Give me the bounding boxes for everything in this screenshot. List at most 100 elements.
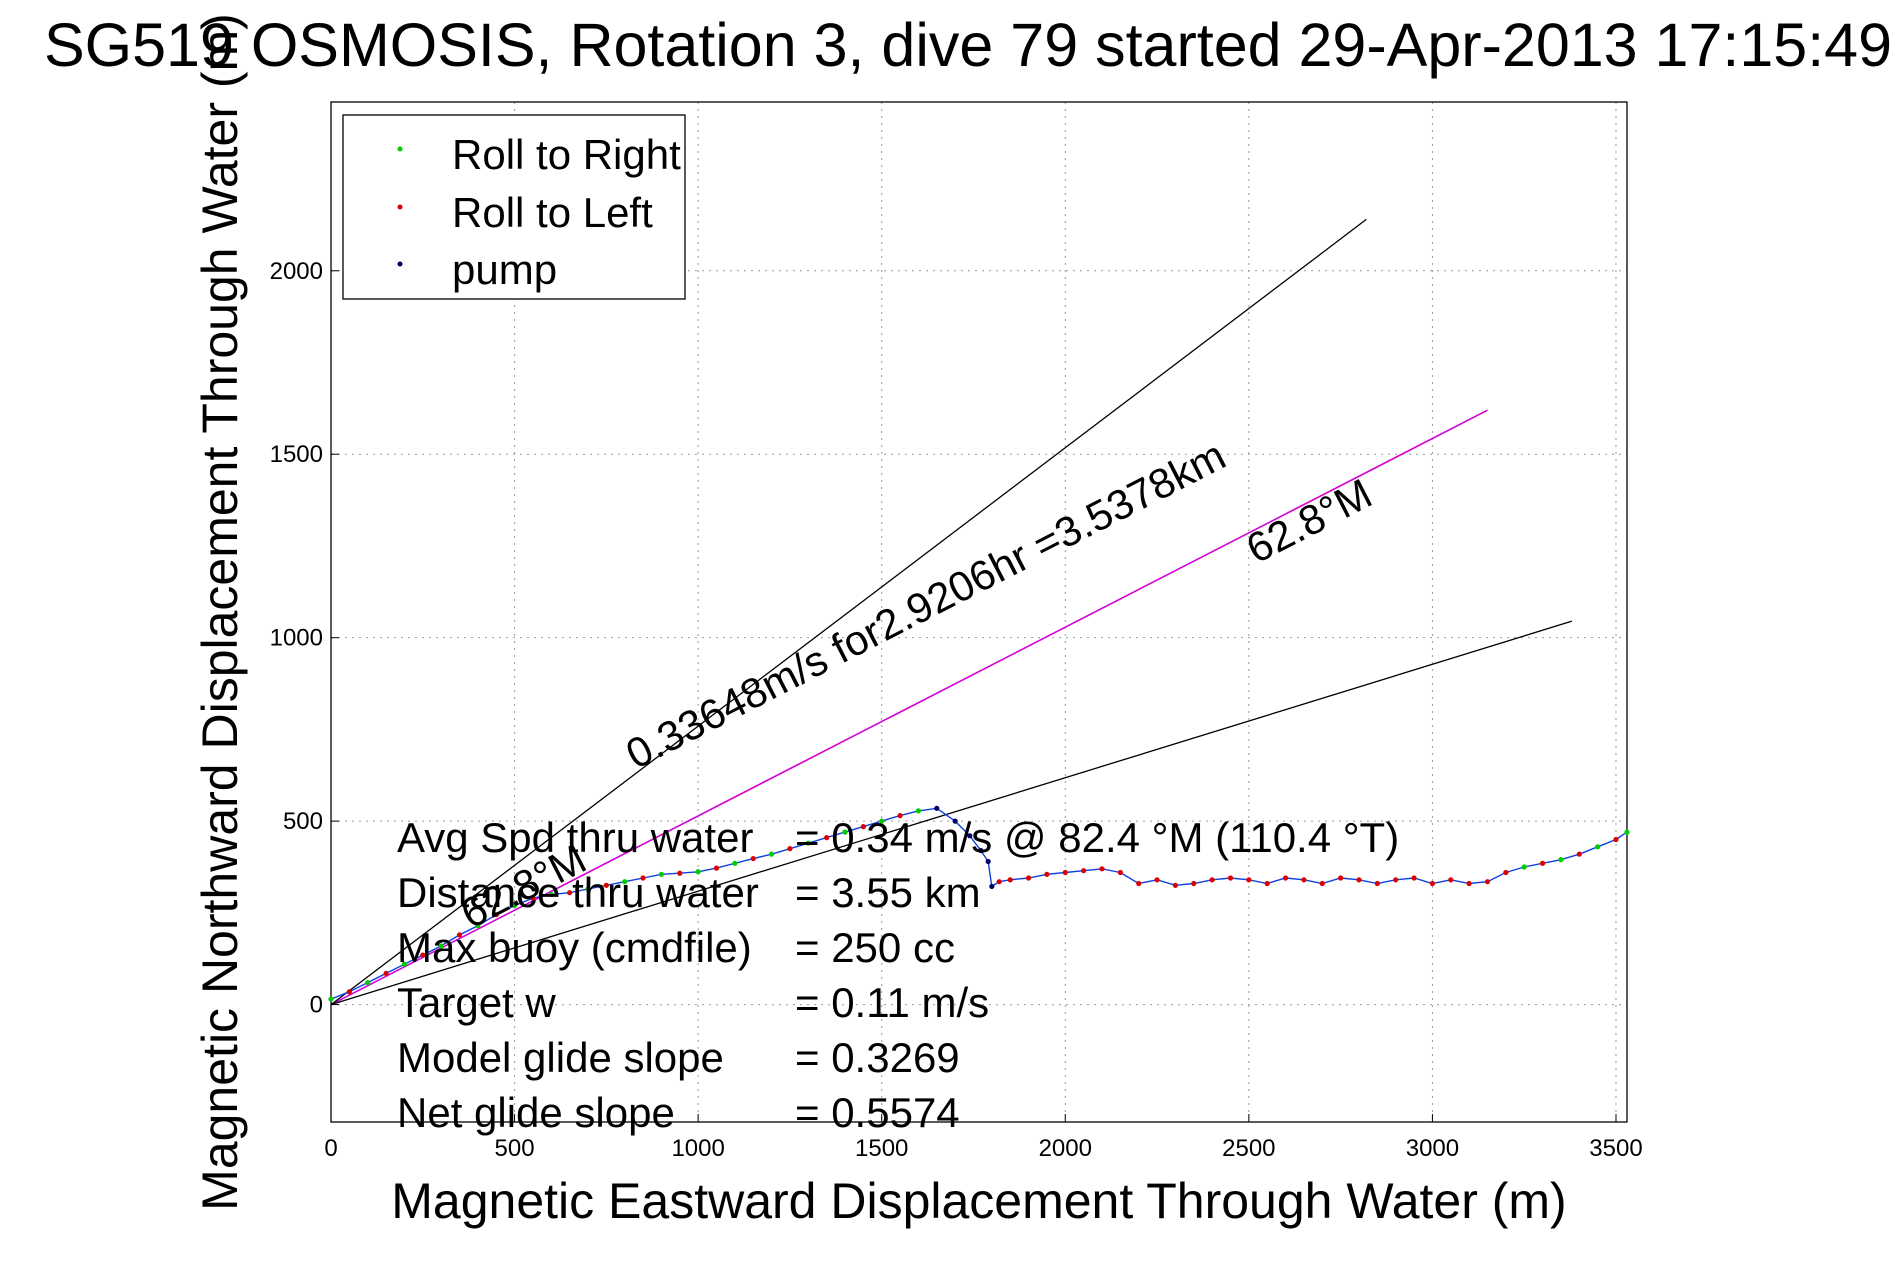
roll-left-marker [420, 952, 426, 958]
y-tick-label: 1000 [270, 625, 323, 652]
x-tick-label: 2000 [1039, 1135, 1092, 1162]
roll-left-marker [640, 875, 646, 881]
x-tick-label: 1000 [671, 1135, 724, 1162]
stat-value-distance: = 3.55 km [795, 869, 981, 916]
roll-right-marker [1521, 864, 1527, 870]
stat-label-net-glide-slope: Net glide slope [397, 1089, 675, 1136]
roll-left-marker [530, 895, 536, 901]
x-tick-label: 500 [495, 1135, 535, 1162]
roll-left-marker [824, 835, 830, 841]
roll-right-marker [805, 840, 811, 846]
roll-right-marker [695, 869, 701, 875]
pump-marker [952, 818, 958, 824]
roll-left-marker [603, 882, 609, 888]
roll-left-marker [996, 879, 1002, 885]
roll-left-marker [1191, 880, 1197, 887]
x-tick-label: 3000 [1406, 1135, 1459, 1162]
roll-left-marker [1338, 875, 1344, 881]
y-tick-label: 2000 [270, 258, 323, 285]
roll-right-marker [1595, 844, 1601, 850]
pump-marker [967, 833, 973, 839]
cone-ray [330, 218, 1367, 1006]
roll-left-marker [346, 989, 352, 995]
roll-left-marker [1282, 875, 1289, 881]
roll-right-marker [1624, 829, 1630, 835]
roll-left-marker [897, 813, 903, 819]
stat-label-avg-speed: Avg Spd thru water [397, 814, 753, 861]
roll-left-marker [1503, 869, 1509, 876]
roll-right-marker [585, 886, 591, 892]
cone-ray [330, 620, 1573, 1006]
roll-left-marker [1374, 880, 1380, 887]
roll-left-marker [1081, 868, 1087, 874]
roll-right-marker [879, 818, 885, 824]
legend: Roll to Right Roll to Left pump [342, 114, 686, 300]
roll-right-marker [438, 943, 444, 949]
roll-left-marker [750, 855, 756, 862]
roll-left-marker [860, 824, 866, 830]
roll-right-marker [548, 891, 554, 898]
pump-marker [989, 883, 995, 890]
stat-value-model-glide-slope: = 0.3269 [795, 1034, 960, 1081]
x-tick-label: 3500 [1589, 1135, 1642, 1162]
x-tick-label: 0 [324, 1135, 337, 1162]
roll-left-marker [1246, 877, 1252, 883]
stat-value-target-w: = 0.11 m/s [795, 979, 989, 1026]
roll-left-marker [1393, 877, 1399, 883]
roll-left-marker [1356, 877, 1362, 883]
y-tick-label: 500 [283, 808, 323, 835]
stat-value-max-buoy: = 250 cc [795, 924, 955, 971]
roll-left-marker [1209, 877, 1215, 883]
roll-right-marker [842, 829, 848, 835]
roll-left-marker [1448, 877, 1454, 883]
y-axis-label: Magnetic Northward Displacement Through … [192, 13, 248, 1211]
roll-left-marker [1411, 875, 1417, 881]
legend-label-roll-right: Roll to Right [452, 131, 681, 178]
roll-left-marker [567, 890, 573, 896]
stats-block: Avg Spd thru water = 0.34 m/s @ 82.4 °M (… [397, 814, 1399, 1136]
roll-left-marker [1613, 836, 1619, 843]
pump-marker [934, 805, 940, 811]
bearing-line [330, 409, 1488, 1006]
x-tick-labels: 0 500 1000 1500 2000 2500 3000 3500 [324, 1135, 1642, 1162]
roll-right-marker [658, 871, 665, 877]
distance-annotation: 0.33648m/s for2.9206hr =3.5378km [618, 431, 1232, 778]
roll-left-marker [1227, 875, 1234, 881]
roll-left-marker [456, 932, 463, 938]
roll-left-marker [1099, 866, 1105, 872]
roll-left-marker [1025, 875, 1032, 881]
stat-label-model-glide-slope: Model glide slope [397, 1034, 724, 1081]
stat-value-avg-speed: = 0.34 m/s @ 82.4 °M (110.4 °T) [795, 814, 1399, 861]
roll-left-marker [1429, 880, 1436, 887]
roll-left-marker [383, 970, 389, 977]
roll-left-marker [1484, 879, 1491, 885]
roll-left-marker [1264, 880, 1270, 887]
x-tick-label: 1500 [855, 1135, 908, 1162]
roll-left-marker [1136, 880, 1142, 887]
roll-right-marker [915, 808, 922, 814]
roll-left-marker [713, 865, 720, 871]
plot-frame [330, 101, 1628, 1123]
roll-right-marker [1558, 857, 1564, 863]
roll-left-marker [677, 870, 683, 876]
x-tick-label: 2500 [1222, 1135, 1275, 1162]
roll-right-marker [475, 923, 481, 929]
legend-marker-roll-left [397, 204, 403, 210]
roll-right-marker [401, 961, 408, 967]
chart-title: SG519 OSMOSIS, Rotation 3, dive 79 start… [44, 11, 1891, 79]
roll-left-marker [1172, 882, 1179, 888]
pump-marker [985, 858, 991, 865]
reference-rays [330, 218, 1573, 1006]
roll-markers [328, 805, 1630, 1002]
roll-left-marker [1117, 869, 1123, 876]
roll-left-marker [493, 912, 499, 918]
annotations: 62.8°M0.33648m/s for2.9206hr =3.5378km62… [453, 431, 1379, 937]
stat-value-net-glide-slope: = 0.5574 [795, 1089, 960, 1136]
x-axis-label: Magnetic Eastward Displacement Through W… [391, 1173, 1566, 1229]
roll-left-marker [1539, 860, 1546, 866]
stat-label-max-buoy: Max buoy (cmdfile) [397, 924, 752, 971]
roll-left-marker [1154, 877, 1160, 883]
legend-marker-roll-right [397, 146, 403, 152]
roll-left-marker [1576, 851, 1582, 857]
roll-right-marker [768, 851, 775, 857]
